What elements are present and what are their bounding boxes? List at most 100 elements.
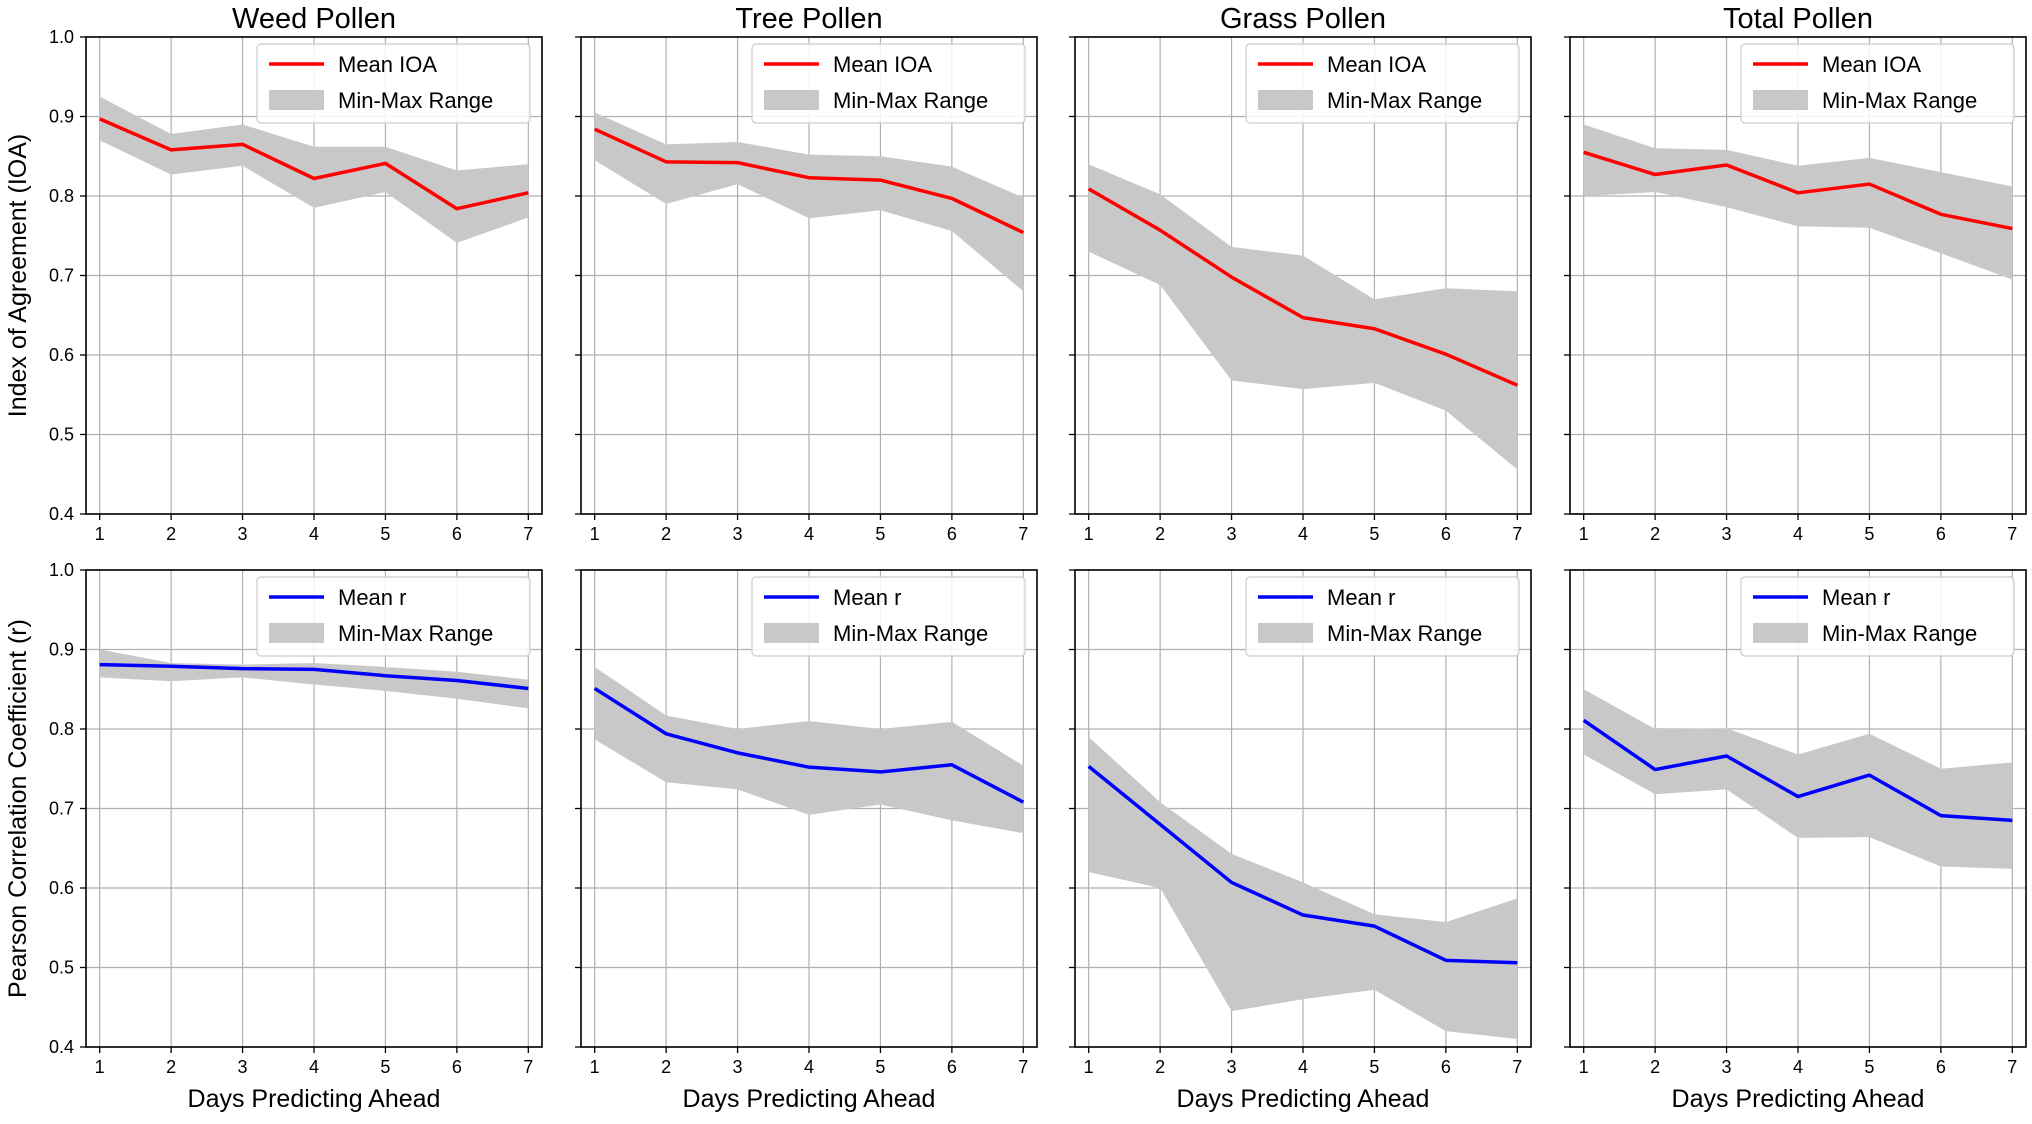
legend: Mean IOA Min-Max Range: [1740, 43, 2015, 124]
min-max-range-band: [1088, 736, 1518, 1040]
x-tick-label: 5: [875, 1057, 885, 1077]
legend-label: Mean r: [1822, 585, 1890, 610]
legend-label: Min-Max Range: [1822, 621, 1977, 646]
x-tick-label: 6: [1936, 524, 1946, 544]
x-tick-label: 4: [804, 1057, 814, 1077]
x-tick-label: 6: [1936, 1057, 1946, 1077]
legend: Mean r Min-Max Range: [751, 576, 1026, 657]
x-tick-label: 2: [166, 524, 176, 544]
y-tick-label: 0.9: [49, 640, 74, 660]
y-tick-label: 0.5: [49, 958, 74, 978]
x-axis-label: Days Predicting Ahead: [188, 1085, 441, 1113]
x-tick-label: 6: [452, 1057, 462, 1077]
x-tick-label: 7: [1018, 1057, 1028, 1077]
x-tick-label: 4: [1298, 524, 1308, 544]
mean-line: [1087, 765, 1518, 965]
x-tick-label: 3: [238, 1057, 248, 1077]
min-max-range-band: [594, 666, 1024, 834]
x-tick-label: 7: [523, 1057, 533, 1077]
y-tick-label: 0.7: [49, 266, 74, 286]
panel-7: 1 2 3 4 5 6 7 Days Predicting Ahead Mean r Min-Ma…: [1069, 569, 1532, 1113]
panel-8: 1 2 3 4 5 6 7 Days Predicting Ahead Mean r Min-Ma…: [1564, 569, 2027, 1113]
x-tick-label: 1: [590, 524, 600, 544]
x-tick-label: 2: [661, 524, 671, 544]
legend-label: Min-Max Range: [1327, 621, 1482, 646]
x-tick-label: 1: [590, 1057, 600, 1077]
x-tick-label: 7: [2007, 524, 2017, 544]
y-axis-label: Pearson Correlation Coefficient (r): [4, 619, 32, 998]
panel-6: 1 2 3 4 5 6 7 Days Predicting Ahead Mean r Min-Ma…: [575, 569, 1038, 1113]
x-axis-label: Days Predicting Ahead: [1177, 1085, 1430, 1113]
legend: Mean IOA Min-Max Range: [1245, 43, 1520, 124]
x-tick-label: 2: [1650, 524, 1660, 544]
legend-swatch-range: [269, 623, 324, 643]
legend-label: Mean IOA: [833, 52, 932, 77]
x-tick-label: 5: [1369, 524, 1379, 544]
x-tick-label: 3: [238, 524, 248, 544]
legend-box: [256, 576, 531, 657]
legend-box: [1245, 576, 1520, 657]
x-tick-label: 3: [733, 524, 743, 544]
mean-line: [99, 662, 529, 691]
mean-line: [98, 117, 529, 211]
legend-label: Mean IOA: [338, 52, 437, 77]
x-tick-label: 1: [1579, 1057, 1589, 1077]
x-tick-label: 3: [1227, 524, 1237, 544]
legend-box: [1740, 576, 2015, 657]
x-tick-label: 2: [1155, 1057, 1165, 1077]
legend-swatch-range: [269, 90, 324, 110]
panel-3: 1 2 3 4 5 6 7 Grass Pollen Mean IOA Min-Max Range: [1069, 3, 1532, 544]
x-tick-label: 5: [1864, 1057, 1874, 1077]
panel-2: 1 2 3 4 5 6 7 Tree Pollen Mean IOA Min-Max Range: [575, 3, 1038, 544]
x-tick-label: 3: [733, 1057, 743, 1077]
mean-line: [1583, 150, 2013, 231]
x-tick-label: 5: [380, 1057, 390, 1077]
legend-label: Mean IOA: [1327, 52, 1426, 77]
mean-line: [1087, 187, 1519, 387]
min-max-range-band: [1583, 124, 2013, 280]
legend-box: [751, 43, 1026, 124]
panel-title: Tree Pollen: [735, 3, 882, 35]
y-tick-label: 0.8: [49, 186, 74, 206]
legend-swatch-range: [764, 90, 819, 110]
legend-label: Min-Max Range: [833, 88, 988, 113]
x-tick-label: 4: [1298, 1057, 1308, 1077]
x-tick-label: 7: [1018, 524, 1028, 544]
panel-5: 1 2 3 4 5 6 7 0.4 0.5 0.6 0.7 0.8 0.9 1.0 Days Predict…: [4, 560, 543, 1113]
x-tick-label: 6: [1441, 524, 1451, 544]
x-tick-label: 1: [1084, 1057, 1094, 1077]
x-tick-label: 3: [1227, 1057, 1237, 1077]
x-tick-label: 7: [523, 524, 533, 544]
x-tick-label: 2: [1155, 524, 1165, 544]
legend-box: [751, 576, 1026, 657]
panel-1: 1 2 3 4 5 6 7 0.4 0.5 0.6 0.7 0.8 0.9 1.0 Weed Pollen I…: [4, 3, 543, 544]
x-tick-label: 2: [1650, 1057, 1660, 1077]
x-tick-label: 4: [804, 524, 814, 544]
x-axis-label: Days Predicting Ahead: [1672, 1085, 1925, 1113]
x-tick-label: 6: [947, 1057, 957, 1077]
y-tick-label: 0.7: [49, 799, 74, 819]
mean-line: [1582, 718, 2013, 823]
x-tick-label: 7: [1512, 1057, 1522, 1077]
legend: Mean IOA Min-Max Range: [256, 43, 531, 124]
mean-line: [593, 686, 1025, 804]
y-tick-label: 0.8: [49, 719, 74, 739]
legend-box: [1245, 43, 1520, 124]
x-tick-label: 1: [1084, 524, 1094, 544]
panel-4: 1 2 3 4 5 6 7 Total Pollen Mean IOA Min-Max Range: [1564, 3, 2027, 544]
min-max-range-band: [99, 649, 529, 709]
legend-label: Mean r: [833, 585, 901, 610]
legend-label: Min-Max Range: [338, 621, 493, 646]
y-axis-label: Index of Agreement (IOA): [4, 134, 32, 417]
legend-swatch-range: [1258, 90, 1313, 110]
y-tick-label: 0.5: [49, 425, 74, 445]
panel-title: Total Pollen: [1723, 3, 1873, 35]
y-tick-label: 1.0: [49, 560, 74, 580]
mean-line: [593, 127, 1025, 235]
y-tick-label: 0.4: [49, 504, 74, 524]
y-tick-label: 0.6: [49, 345, 74, 365]
x-tick-label: 5: [380, 524, 390, 544]
legend-swatch-range: [1258, 623, 1313, 643]
x-tick-label: 7: [2007, 1057, 2017, 1077]
